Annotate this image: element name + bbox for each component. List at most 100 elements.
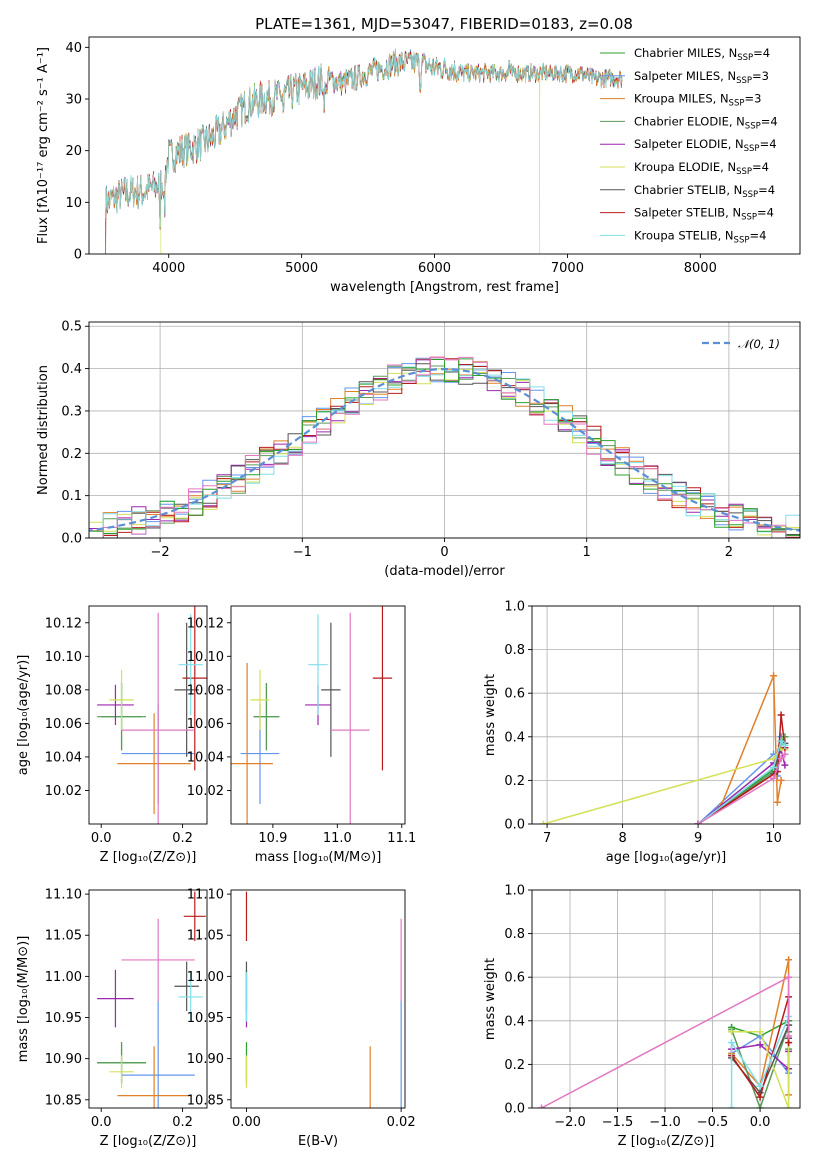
weight-marker bbox=[781, 761, 789, 769]
y-tick-label: 10.08 bbox=[187, 683, 224, 698]
x-tick-label: 5000 bbox=[285, 261, 318, 276]
spectrum-series bbox=[105, 49, 623, 225]
weight-marker bbox=[728, 1104, 736, 1108]
weight-marker bbox=[785, 1104, 793, 1108]
y-tick-label: 0.8 bbox=[504, 643, 525, 658]
x-axis-label: Z [log₁₀(Z/Z⊙)] bbox=[618, 1134, 715, 1149]
y-tick-label: 0.0 bbox=[504, 1102, 525, 1117]
plot-area-weight-vs-Z bbox=[538, 956, 793, 1108]
y-tick-label: 10.02 bbox=[45, 784, 82, 799]
plot-area-spectrum bbox=[105, 48, 623, 254]
weight-marker bbox=[770, 672, 778, 680]
y-tick-label: 10.85 bbox=[187, 1093, 224, 1108]
x-tick-label: 7000 bbox=[551, 261, 584, 276]
y-axis-label: mass weight bbox=[483, 958, 498, 1040]
y-tick-label: 10.06 bbox=[187, 717, 224, 732]
legend-entry: Kroupa STELIB, NSSP=4 bbox=[634, 228, 766, 245]
weight-series bbox=[720, 675, 782, 807]
weight-series bbox=[730, 1016, 790, 1108]
y-tick-label: 1.0 bbox=[504, 884, 525, 899]
axes-mass-vs-Z: 0.0 0.2 10.85 10.90 10.95 11.00 11.05 11.10 Z [l… bbox=[16, 888, 208, 1149]
axes-frame bbox=[88, 36, 801, 255]
x-tick-label: −1 bbox=[293, 545, 312, 560]
legend-entry: Salpeter STELIB, NSSP=4 bbox=[634, 206, 774, 223]
error-bar-point bbox=[117, 713, 191, 814]
y-tick-label: 20 bbox=[65, 144, 82, 159]
x-tick-label: 0 bbox=[440, 545, 448, 560]
legend-entry: Salpeter MILES, NSSP=3 bbox=[634, 69, 769, 86]
spectrum-legend: Chabrier MILES, NSSP=4 Salpeter MILES, NS… bbox=[600, 46, 778, 245]
y-tick-label: 10.08 bbox=[45, 683, 82, 698]
x-axis-label: wavelength [Angstrom, rest frame] bbox=[330, 280, 559, 295]
y-tick-label: 0.0 bbox=[61, 532, 82, 547]
weight-marker bbox=[756, 1028, 764, 1036]
y-tick-label: 0.5 bbox=[61, 320, 82, 335]
error-bar-point bbox=[109, 669, 134, 731]
axes-weight-vs-age: 7 8 9 10 0.0 0.2 0.4 0.6 0.8 1.0 age [log₁₀(age/yr… bbox=[483, 600, 801, 865]
x-tick-label: −1.0 bbox=[649, 1115, 681, 1130]
x-tick-label: 8 bbox=[618, 831, 626, 846]
weight-series bbox=[697, 739, 786, 824]
y-tick-label: 11.00 bbox=[187, 970, 224, 985]
legend-entry: Chabrier ELODIE, NSSP=4 bbox=[634, 114, 778, 131]
x-tick-label: 11.0 bbox=[323, 831, 352, 846]
y-tick-label: 0.2 bbox=[61, 447, 82, 462]
axes-weight-vs-Z: −2.0 −1.5 −1.0 −0.5 0.0 0.0 0.2 0.4 0.6 0.8 1.0 Z [… bbox=[483, 884, 801, 1149]
y-tick-label: 10.02 bbox=[187, 784, 224, 799]
error-bar-point bbox=[121, 918, 195, 1002]
normal-reference-curve bbox=[89, 367, 800, 532]
error-bar-point bbox=[97, 969, 134, 1028]
axes-frame bbox=[230, 889, 406, 1109]
histogram-series bbox=[89, 358, 800, 536]
y-tick-label: 0.4 bbox=[61, 362, 82, 377]
x-tick-label: 1 bbox=[583, 545, 591, 560]
y-tick-label: 11.00 bbox=[45, 970, 82, 985]
y-tick-label: 0 bbox=[74, 248, 82, 263]
y-tick-label: 40 bbox=[65, 41, 82, 56]
weight-marker bbox=[728, 1028, 736, 1036]
y-tick-label: 0.6 bbox=[504, 971, 525, 986]
x-axis-label: age [log₁₀(age/yr)] bbox=[606, 850, 727, 865]
axes-frame bbox=[230, 605, 406, 825]
x-tick-label: −1.5 bbox=[602, 1115, 634, 1130]
x-tick-label: 10.9 bbox=[258, 831, 287, 846]
weight-marker bbox=[538, 1104, 546, 1108]
y-axis-label: mass [log₁₀(M/M⊙)] bbox=[16, 936, 31, 1063]
axes-frame bbox=[531, 605, 801, 825]
weight-marker bbox=[539, 820, 547, 824]
plot-area-weight-vs-age bbox=[539, 672, 789, 824]
x-tick-label: −2 bbox=[151, 545, 170, 560]
spectrum-series bbox=[105, 51, 623, 226]
weight-series bbox=[697, 747, 786, 824]
plot-area-age-vs-mass bbox=[231, 606, 393, 824]
y-tick-label: 0.4 bbox=[504, 730, 525, 745]
y-tick-label: 10.95 bbox=[187, 1011, 224, 1026]
x-axis-label: (data-model)/error bbox=[384, 564, 505, 579]
weight-marker bbox=[785, 1039, 793, 1047]
weight-marker bbox=[770, 774, 778, 782]
weight-marker bbox=[777, 711, 785, 719]
x-tick-label: 8000 bbox=[684, 261, 717, 276]
weight-marker bbox=[756, 1093, 764, 1101]
error-bar-point bbox=[372, 606, 393, 771]
error-bar-point bbox=[321, 622, 341, 757]
y-tick-label: 10 bbox=[65, 196, 82, 211]
weight-marker bbox=[785, 1032, 793, 1040]
y-axis-label: mass weight bbox=[483, 674, 498, 756]
weight-marker bbox=[756, 1082, 764, 1090]
axes-frame bbox=[88, 889, 208, 1109]
error-bar-point bbox=[178, 614, 203, 715]
y-tick-label: 11.05 bbox=[187, 929, 224, 944]
weight-series bbox=[731, 1030, 790, 1108]
axes-spectrum: 4000 5000 6000 7000 8000 0 10 20 30 40 wavelength … bbox=[36, 36, 801, 295]
y-axis-label: Normed distribution bbox=[36, 365, 51, 495]
weight-marker bbox=[777, 737, 785, 745]
axes-age-vs-Z: 0.0 0.2 10.02 10.04 10.06 10.08 10.10 10.12 Z [l… bbox=[16, 605, 208, 865]
plot-area-residuals bbox=[89, 356, 800, 538]
error-bar-point bbox=[183, 891, 206, 942]
y-tick-label: 30 bbox=[65, 93, 82, 108]
y-axis-label: Flux [fλ10⁻¹⁷ erg cm⁻² s⁻¹ A⁻¹] bbox=[36, 47, 51, 244]
axes-frame bbox=[88, 605, 208, 825]
histogram-series bbox=[89, 356, 800, 538]
weight-marker bbox=[694, 820, 702, 824]
